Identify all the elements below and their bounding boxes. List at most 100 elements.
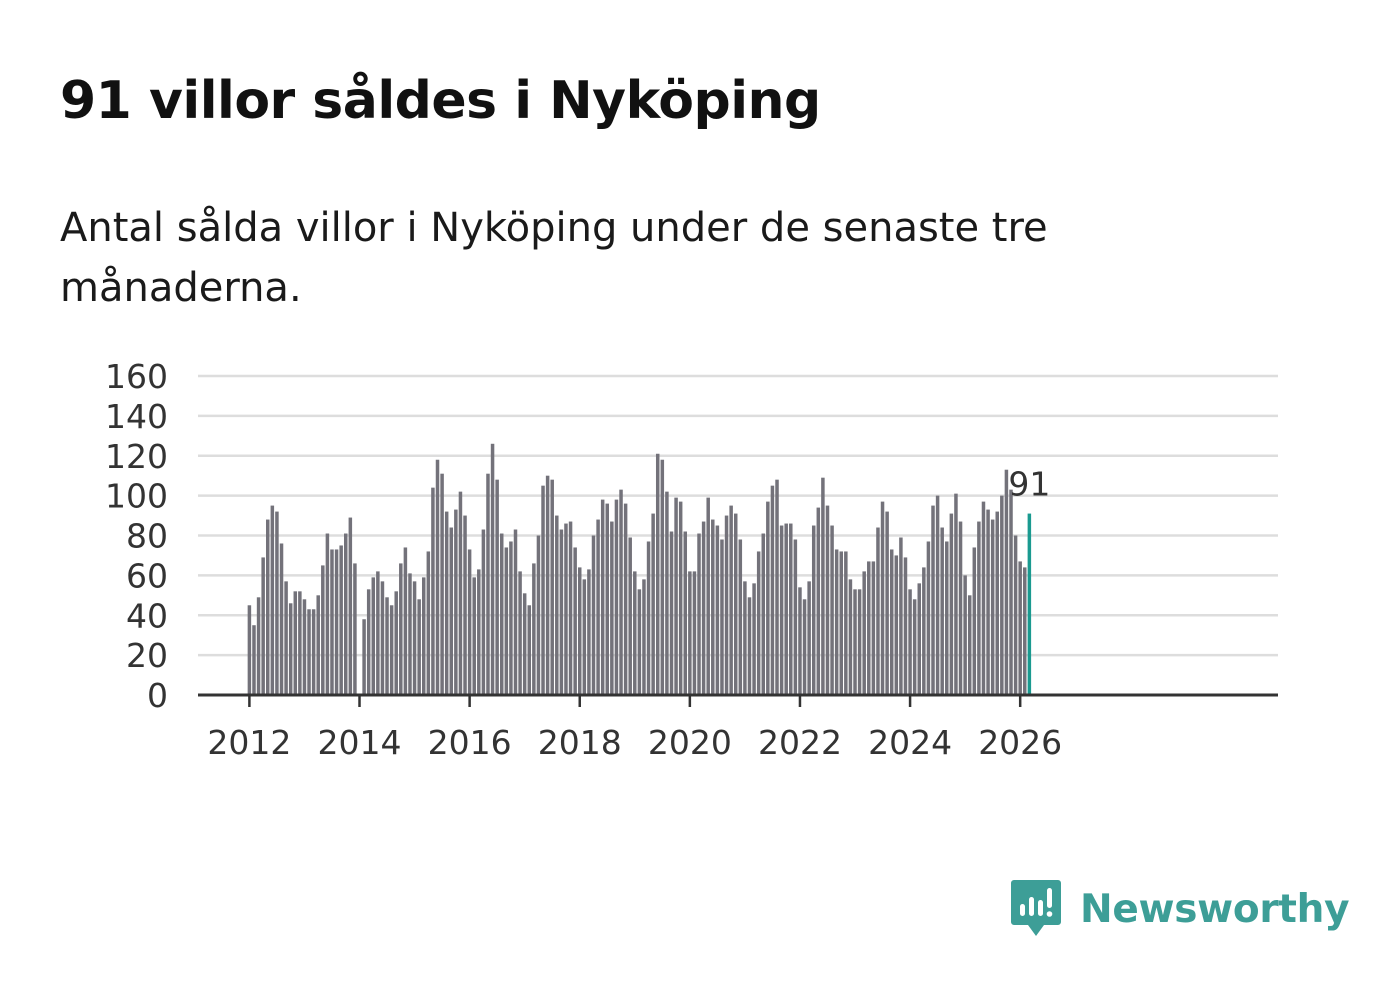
bar <box>807 581 811 695</box>
bars <box>247 443 1032 696</box>
bar <box>610 521 614 695</box>
bar <box>646 541 651 695</box>
bar <box>385 597 389 695</box>
bar <box>431 487 435 695</box>
bar <box>582 579 587 695</box>
bar <box>399 563 403 695</box>
bar <box>477 569 481 695</box>
bar <box>977 521 981 695</box>
x-tick-label: 2020 <box>648 723 732 762</box>
bar <box>435 459 440 695</box>
bar <box>458 491 463 695</box>
bar <box>683 531 688 695</box>
bar <box>486 473 490 695</box>
bar <box>527 605 532 695</box>
bar <box>954 493 958 695</box>
bar <box>720 539 724 695</box>
bar <box>738 539 743 695</box>
bar <box>660 459 665 695</box>
chart-title: 91 villor såldes i Nyköping <box>60 71 821 131</box>
bar <box>440 473 444 695</box>
bar <box>421 577 426 695</box>
bar <box>330 549 334 695</box>
bar <box>311 609 316 695</box>
bar <box>922 567 926 695</box>
bar <box>389 605 394 695</box>
bar <box>926 541 931 695</box>
bar <box>816 507 821 695</box>
latest-value-label: 91 <box>1008 465 1050 504</box>
bar <box>298 591 302 695</box>
bar <box>848 579 853 695</box>
bar <box>642 579 646 695</box>
bar <box>701 521 706 695</box>
bar <box>344 533 348 695</box>
bar <box>958 521 963 695</box>
newsworthy-logo[interactable]: Newsworthy <box>1010 878 1350 940</box>
bar <box>550 479 554 695</box>
bar <box>403 547 408 695</box>
bar <box>449 527 454 695</box>
bar <box>756 551 761 695</box>
bar <box>990 519 995 695</box>
bar <box>706 497 710 695</box>
y-tick-label: 100 <box>105 477 168 516</box>
y-tick-label: 120 <box>105 437 168 476</box>
bar <box>931 505 935 695</box>
bar <box>669 531 674 695</box>
bar <box>839 551 843 695</box>
bar <box>568 521 573 695</box>
x-tick-label: 2018 <box>538 723 622 762</box>
bar <box>665 491 669 695</box>
y-tick-label: 40 <box>126 596 168 635</box>
newsworthy-logo-icon <box>1011 880 1061 936</box>
bar <box>366 589 371 695</box>
bar <box>844 551 848 695</box>
bar <box>711 519 715 695</box>
x-tick-label: 2014 <box>318 723 402 762</box>
bar <box>853 589 857 695</box>
bar <box>614 499 619 695</box>
bar <box>688 571 692 695</box>
bar <box>463 515 467 695</box>
bar <box>692 571 697 695</box>
bar <box>284 581 288 695</box>
bar <box>724 515 729 695</box>
y-tick-label: 60 <box>126 556 168 595</box>
bar <box>371 577 376 695</box>
bar <box>821 477 825 695</box>
bar <box>867 561 871 695</box>
bar <box>903 557 908 695</box>
bar <box>587 569 591 695</box>
bar <box>733 513 738 695</box>
bar <box>509 541 513 695</box>
bar <box>252 625 256 695</box>
x-tick-label: 2024 <box>868 723 952 762</box>
bar <box>307 609 311 695</box>
bar <box>697 533 701 695</box>
bar <box>715 525 720 695</box>
bar <box>825 505 830 695</box>
bar <box>1009 489 1013 695</box>
bar <box>802 599 807 695</box>
y-tick-label: 160 <box>105 357 168 396</box>
bar <box>862 571 866 695</box>
bar <box>591 535 596 695</box>
bar <box>270 505 275 695</box>
axes <box>198 693 1278 707</box>
bar <box>325 533 330 695</box>
bar <box>376 571 380 695</box>
bar <box>247 605 252 695</box>
y-tick-label: 80 <box>126 517 168 556</box>
bar <box>775 479 779 695</box>
bar <box>444 511 449 695</box>
bar <box>545 475 550 695</box>
bar <box>353 563 357 695</box>
bar <box>472 577 476 695</box>
bar <box>747 597 752 695</box>
bar <box>637 589 642 695</box>
gridlines <box>198 374 1278 657</box>
bar <box>564 523 568 695</box>
bar <box>316 595 320 695</box>
